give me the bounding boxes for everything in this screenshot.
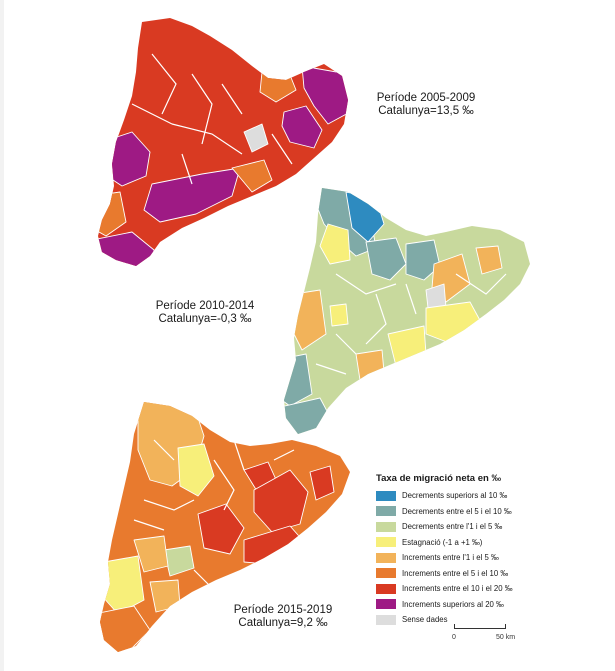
map-3-caption: Període 2015-2019 Catalunya=9,2 ‰ xyxy=(228,604,338,630)
map-2015-2019-svg xyxy=(100,402,350,652)
region-stag-west xyxy=(329,303,349,327)
legend-item: Decrements entre el 5 i el 10 ‰ xyxy=(376,504,576,520)
region-central-dec xyxy=(365,237,407,281)
legend-label: Estagnació (-1 a +1 ‰) xyxy=(402,537,483,547)
region-stag-coast xyxy=(425,301,483,345)
map-3-total: Catalunya=9,2 ‰ xyxy=(238,617,328,629)
map-1-caption: Període 2005-2009 Catalunya=13,5 ‰ xyxy=(366,92,486,118)
scale-bar: 0 50 km xyxy=(452,620,515,650)
map-2005-2009-svg xyxy=(98,18,348,266)
legend-label: Decrements entre l'1 i el 5 ‰ xyxy=(402,522,503,532)
legend-swatch xyxy=(376,614,396,625)
region-red-4 xyxy=(197,503,245,555)
region-east xyxy=(281,105,323,149)
region-coast xyxy=(231,159,273,193)
scale-end-label: 50 km xyxy=(496,634,516,641)
map-2015-2019 xyxy=(94,400,356,656)
region-borders xyxy=(131,53,293,185)
legend-swatch xyxy=(376,552,396,563)
region-northeast xyxy=(301,65,348,125)
map-2-period: Període 2010-2014 xyxy=(155,300,255,312)
map-2-caption: Període 2010-2014 Catalunya=-0,3 ‰ xyxy=(150,300,260,326)
scale-tick-end xyxy=(505,624,506,629)
legend-swatch xyxy=(376,490,396,501)
legend-item: Increments entre el 10 i el 20 ‰ xyxy=(376,581,576,597)
map-3-period: Període 2015-2019 xyxy=(233,604,333,616)
map-2010-2014-svg xyxy=(284,188,530,434)
legend-item: Estagnació (-1 a +1 ‰) xyxy=(376,535,576,551)
region-inc1-west xyxy=(133,535,169,573)
legend-swatch xyxy=(376,583,396,594)
map-1-total: Catalunya=13,5 ‰ xyxy=(378,105,474,117)
map-2-total: Catalunya=-0,3 ‰ xyxy=(158,313,252,325)
legend-swatch xyxy=(376,537,396,548)
legend-label: Decrements entre el 5 i el 10 ‰ xyxy=(402,506,512,516)
legend-item: Sense dades xyxy=(376,612,576,628)
left-frame-edge xyxy=(0,0,4,671)
map-2010-2014 xyxy=(276,184,546,440)
region-stag-north xyxy=(177,443,215,497)
legend-title: Taxa de migració neta en ‰ xyxy=(376,473,501,484)
legend-item: Increments superiors al 20 ‰ xyxy=(376,597,576,613)
region-borders xyxy=(315,273,507,375)
scale-tick-start xyxy=(454,624,455,629)
region-mid-dec xyxy=(405,239,441,281)
legend-label: Decrements superiors al 10 ‰ xyxy=(402,491,508,501)
legend-swatch xyxy=(376,599,396,610)
legend-label: Increments entre el 10 i el 20 ‰ xyxy=(402,584,513,594)
map-2005-2009 xyxy=(92,14,354,276)
region-inc-south xyxy=(355,349,385,381)
legend-label: Increments entre l'1 i el 5 ‰ xyxy=(402,553,499,563)
region-red-2 xyxy=(253,469,309,533)
legend-label: Sense dades xyxy=(402,615,448,625)
legend-item: Decrements entre l'1 i el 5 ‰ xyxy=(376,519,576,535)
map-legend: Taxa de migració neta en ‰ Decrements su… xyxy=(376,473,576,628)
region-stagnation-north xyxy=(319,223,351,265)
legend-item: Increments entre l'1 i el 5 ‰ xyxy=(376,550,576,566)
legend-swatch xyxy=(376,521,396,532)
legend-swatch xyxy=(376,568,396,579)
region-borders xyxy=(133,439,295,591)
legend-item: Decrements superiors al 10 ‰ xyxy=(376,488,576,504)
region-nodata xyxy=(243,123,269,153)
region-red-3 xyxy=(309,465,335,501)
legend-label: Increments entre el 5 i el 10 ‰ xyxy=(402,568,509,578)
scale-start-label: 0 xyxy=(452,634,456,641)
legend-swatch xyxy=(376,506,396,517)
legend-label: Increments superiors al 20 ‰ xyxy=(402,599,504,609)
region-dec1 xyxy=(163,545,195,577)
region-central-south xyxy=(143,167,241,223)
region-inc-ne xyxy=(475,245,503,275)
scale-bar-line xyxy=(454,628,506,629)
map-1-period: Període 2005-2009 xyxy=(376,92,476,104)
legend-item: Increments entre el 5 i el 10 ‰ xyxy=(376,566,576,582)
